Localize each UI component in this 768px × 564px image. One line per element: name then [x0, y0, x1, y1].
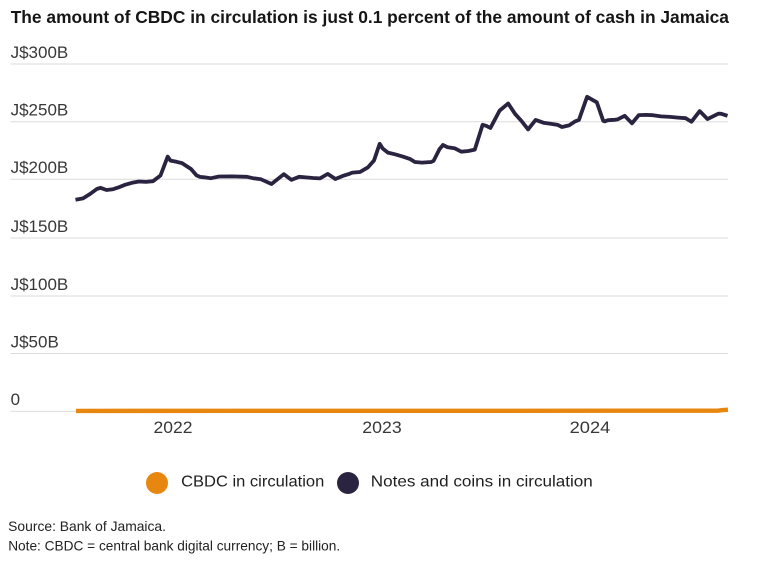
- svg-text:Source: Bank of Jamaica.: Source: Bank of Jamaica.: [8, 519, 166, 534]
- svg-text:The amount of CBDC in circulat: The amount of CBDC in circulation is jus…: [11, 7, 730, 27]
- svg-text:2022: 2022: [154, 418, 193, 437]
- svg-text:J$300B: J$300B: [11, 43, 69, 62]
- svg-text:J$50B: J$50B: [11, 332, 59, 351]
- svg-text:Notes and coins in circulation: Notes and coins in circulation: [371, 473, 593, 490]
- svg-text:2023: 2023: [362, 418, 401, 437]
- svg-text:J$150B: J$150B: [11, 217, 69, 236]
- svg-text:2024: 2024: [570, 418, 611, 437]
- svg-text:CBDC in circulation: CBDC in circulation: [181, 473, 324, 490]
- svg-text:0: 0: [11, 390, 20, 409]
- svg-text:Note: CBDC = central bank digi: Note: CBDC = central bank digital curren…: [8, 538, 340, 553]
- svg-text:J$200B: J$200B: [11, 158, 69, 177]
- svg-text:J$100B: J$100B: [11, 275, 69, 294]
- svg-text:J$250B: J$250B: [11, 101, 69, 120]
